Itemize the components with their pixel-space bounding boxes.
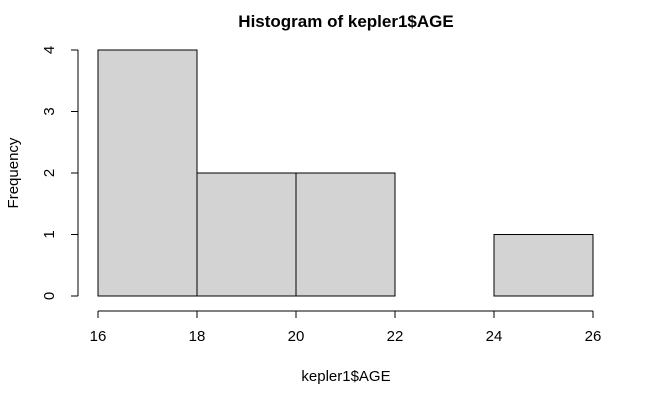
x-tick-label: 26 bbox=[585, 328, 602, 345]
x-axis: 16 18 20 22 24 26 bbox=[90, 310, 602, 345]
y-tick-label: 2 bbox=[41, 169, 58, 177]
x-tick-label: 22 bbox=[387, 328, 404, 345]
y-tick-label: 3 bbox=[41, 107, 58, 115]
histogram-bar-24-26 bbox=[493, 234, 594, 297]
histogram-bar-16-18 bbox=[97, 49, 198, 297]
y-tick-label: 4 bbox=[41, 46, 58, 54]
x-tick-label: 16 bbox=[90, 328, 107, 345]
y-tick-label: 1 bbox=[41, 230, 58, 238]
y-axis: 0 1 2 3 4 bbox=[41, 46, 79, 300]
histogram-bar-20-22 bbox=[295, 172, 396, 297]
histogram-bar-18-20 bbox=[196, 172, 297, 297]
y-tick-label: 0 bbox=[41, 292, 58, 300]
y-axis-label: Frequency bbox=[5, 137, 22, 208]
x-tick-label: 18 bbox=[189, 328, 206, 345]
chart-title: Histogram of kepler1$AGE bbox=[238, 12, 453, 31]
x-tick-label: 20 bbox=[288, 328, 305, 345]
x-tick-label: 24 bbox=[486, 328, 503, 345]
bars-group bbox=[97, 49, 594, 297]
x-axis-label: kepler1$AGE bbox=[301, 368, 390, 385]
